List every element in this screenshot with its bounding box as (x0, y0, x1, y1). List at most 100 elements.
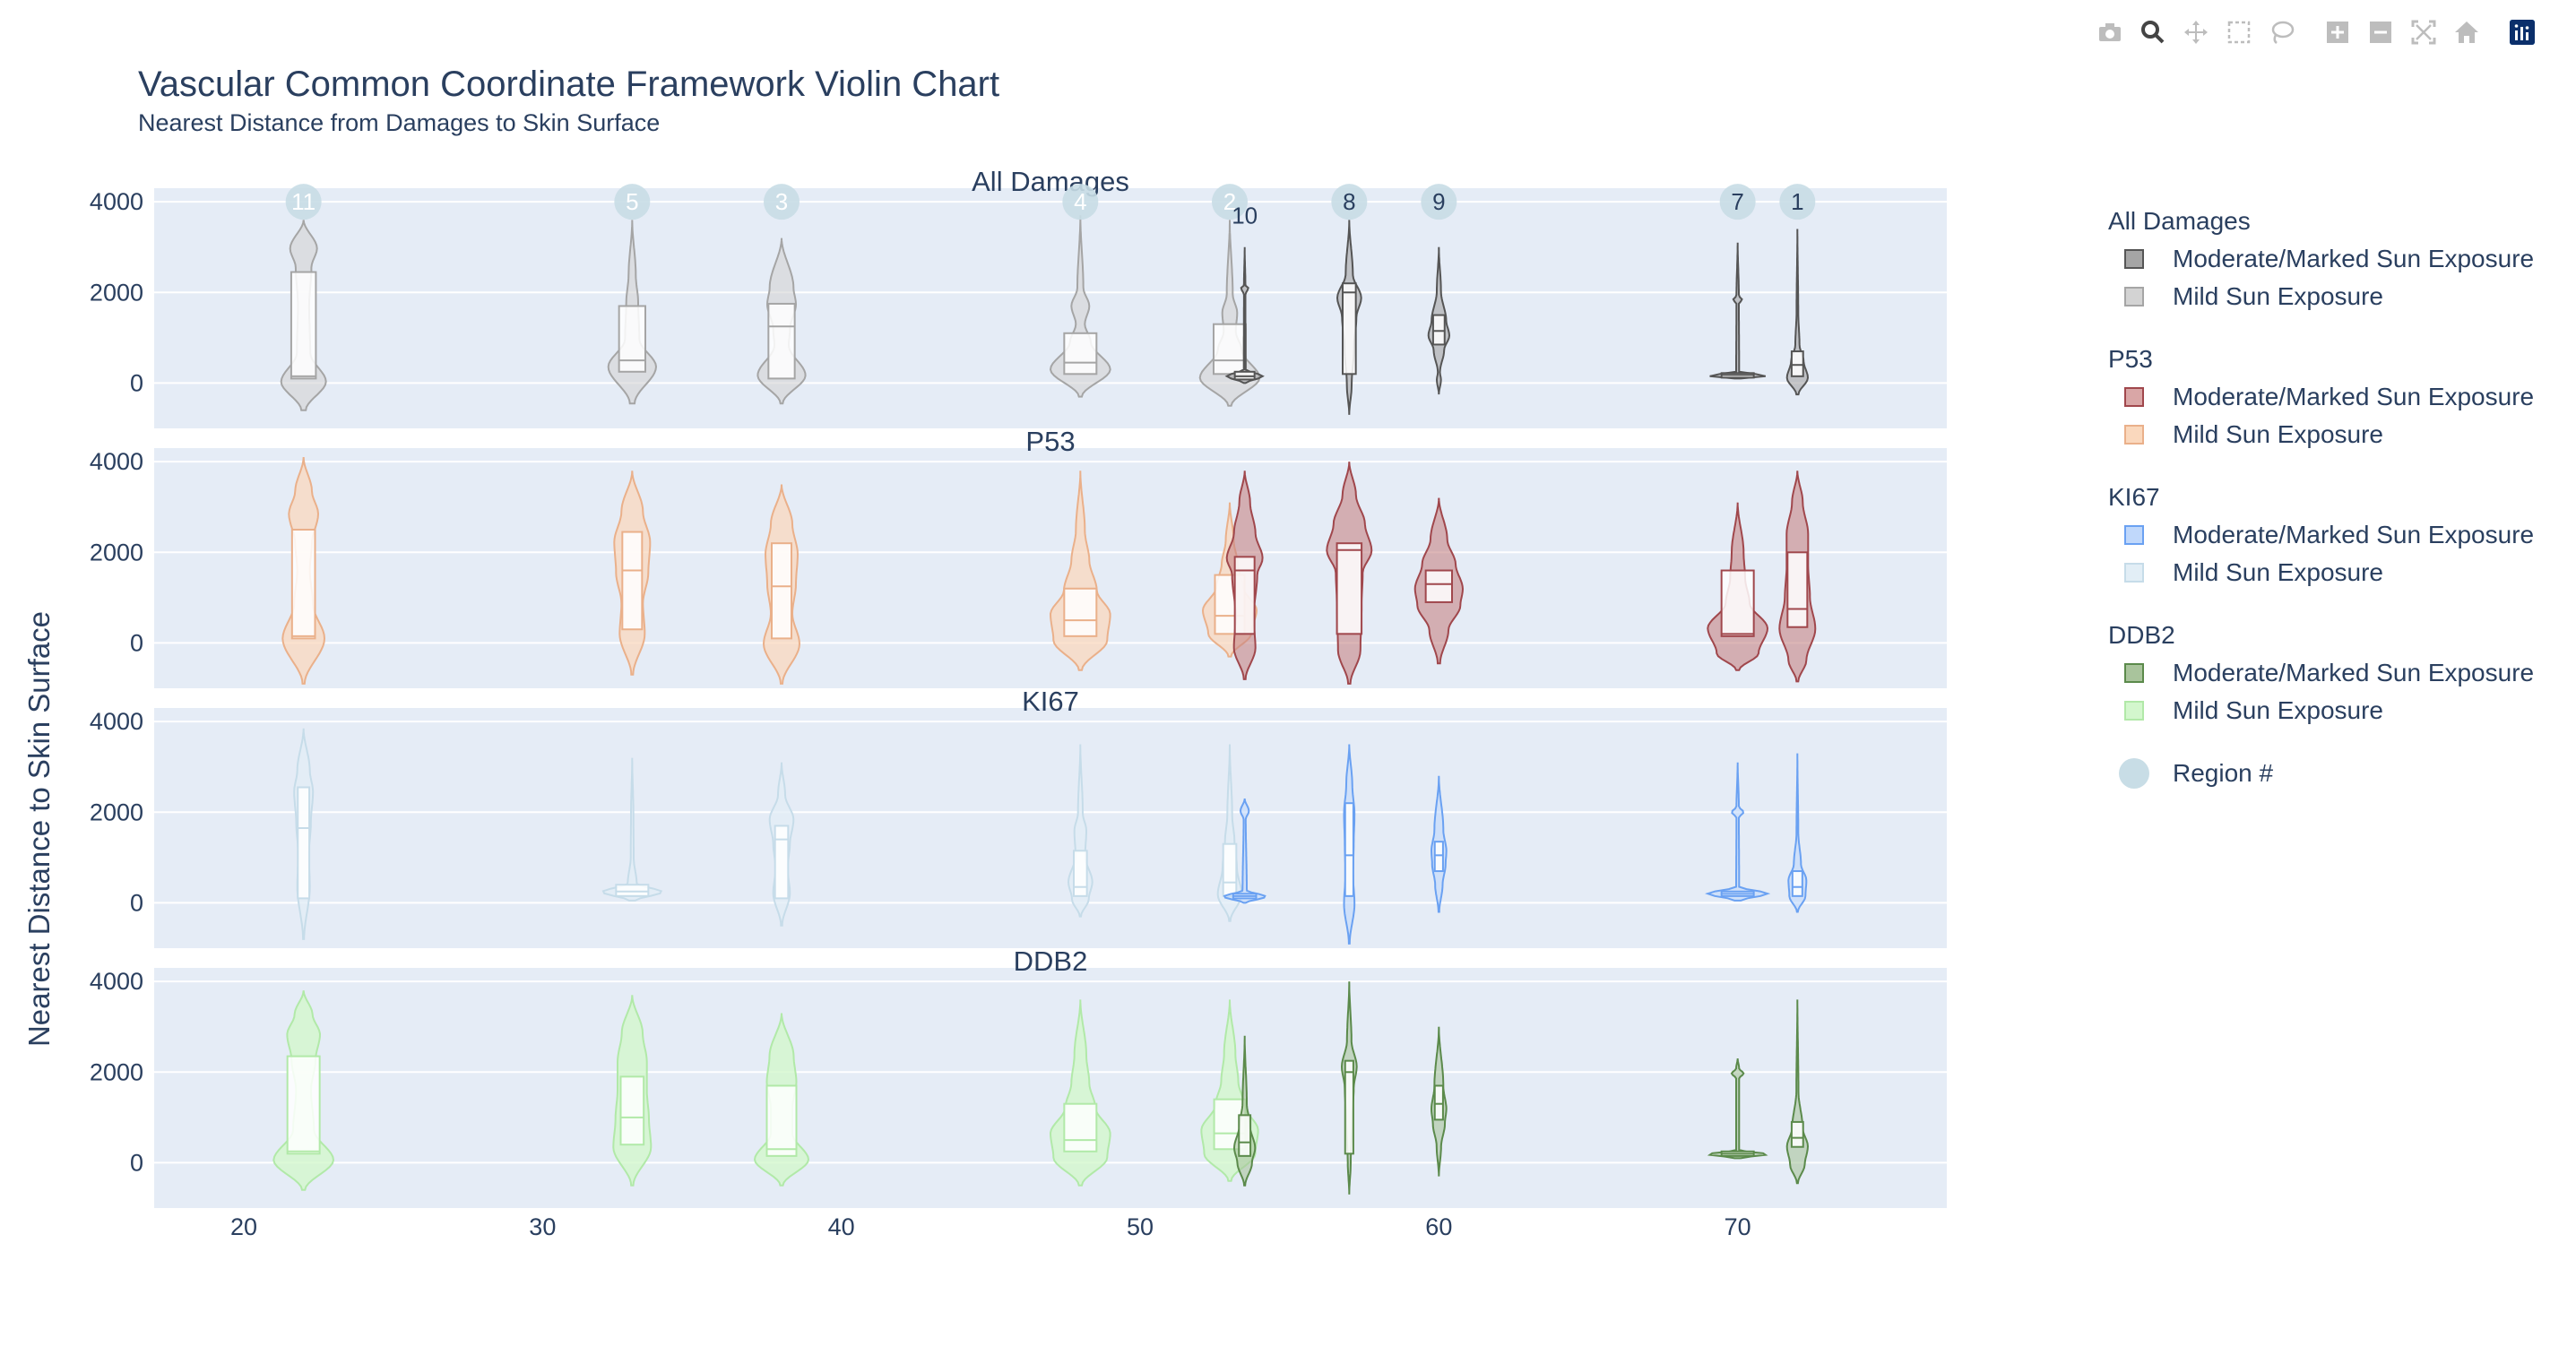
legend-swatch (2124, 287, 2144, 306)
panel-title: P53 (1025, 426, 1075, 457)
violin-box (1433, 841, 1444, 873)
violin-marked-x72 (1785, 229, 1810, 396)
violin-body (601, 757, 663, 902)
x-tick-label: 40 (828, 1213, 855, 1240)
violin-mild-x22 (280, 220, 327, 411)
panel-all-damages: 0 2000 4000 All Damages (90, 166, 1947, 428)
violin-box (771, 542, 792, 640)
legend-group-title: KI67 (2108, 483, 2160, 511)
violin-marked-x60 (1413, 497, 1465, 665)
y-tick-label: 0 (130, 369, 143, 396)
violin-marked-x57 (1343, 744, 1356, 945)
violin-marked-x60 (1430, 1026, 1448, 1177)
legend-group-all-damages: All Damages Moderate/Marked Sun Exposure… (2108, 203, 2534, 315)
y-tick-label: 2000 (90, 799, 143, 825)
violin-marked-x70 (1705, 762, 1771, 902)
y-tick-label: 2000 (90, 279, 143, 306)
region-marker (1062, 184, 1099, 220)
violin-box (1336, 542, 1363, 635)
autoscale-button[interactable] (2402, 16, 2445, 48)
y-tick-label: 0 (130, 889, 143, 916)
violin-box (1433, 1084, 1444, 1121)
plotly-logo-icon (2510, 20, 2535, 45)
reset-axes-button[interactable] (2445, 16, 2488, 48)
y-tick-label: 2000 (90, 1058, 143, 1085)
violin-box (1344, 802, 1354, 897)
violin-box (1238, 1114, 1252, 1157)
violin-mild-x33 (601, 757, 663, 902)
violin-mild-x33 (613, 470, 652, 676)
violin-marked-x57 (1336, 220, 1362, 415)
violin-box (1213, 323, 1247, 376)
violin-mild-x48 (1049, 215, 1111, 398)
y-tick-label: 4000 (90, 188, 143, 215)
legend-swatch (2124, 425, 2144, 445)
legend-item-all-mild[interactable]: Mild Sun Exposure (2108, 278, 2534, 315)
violin-box (1790, 1120, 1804, 1148)
violin-marked-x72 (1778, 470, 1817, 683)
legend-item-ki67-mild[interactable]: Mild Sun Exposure (2108, 554, 2534, 591)
legend-item-all-marked[interactable]: Moderate/Marked Sun Exposure (2108, 240, 2534, 278)
x-axis: 20 30 40 50 60 70 (230, 1213, 1751, 1240)
legend-item-ddb2-marked[interactable]: Moderate/Marked Sun Exposure (2108, 654, 2534, 692)
violin-mild-x22 (272, 990, 335, 1191)
legend-group-ki67: KI67 Moderate/Marked Sun Exposure Mild S… (2108, 479, 2534, 591)
y-tick-label: 4000 (90, 968, 143, 995)
lasso-select-button[interactable] (2260, 16, 2304, 48)
region-marker (1331, 184, 1368, 220)
legend-item-p53-marked[interactable]: Moderate/Marked Sun Exposure (2108, 378, 2534, 416)
region-label: 1 (1791, 188, 1803, 215)
panel-title: DDB2 (1014, 945, 1088, 977)
zoom-button[interactable] (2131, 16, 2174, 48)
legend-item-ki67-marked[interactable]: Moderate/Marked Sun Exposure (2108, 516, 2534, 554)
panel-ddb2: 0 2000 4000 DDB2 (90, 945, 1947, 1208)
violin-box (1431, 314, 1446, 346)
legend-group-title: DDB2 (2108, 621, 2175, 649)
violin-box (615, 884, 650, 897)
violin-box (1786, 551, 1809, 628)
y-tick-label: 0 (130, 1149, 143, 1176)
violin-mild-x48 (1067, 744, 1094, 918)
violin-body (1707, 1058, 1768, 1160)
zoom-out-button[interactable] (2359, 16, 2402, 48)
plot-background (154, 448, 1947, 688)
plot-background (154, 708, 1947, 948)
violin-box (286, 1055, 321, 1155)
violin-body (1785, 229, 1810, 396)
violin-marked-x57 (1340, 981, 1358, 1195)
violin-marked-x70 (1709, 242, 1767, 380)
region-label: 2 (1223, 188, 1236, 215)
y-tick-label: 0 (130, 629, 143, 656)
zoom-in-button[interactable] (2316, 16, 2359, 48)
legend-swatch (2124, 663, 2144, 683)
legend-item-p53-mild[interactable]: Mild Sun Exposure (2108, 416, 2534, 453)
y-tick-label: 4000 (90, 448, 143, 475)
legend-item-label: Moderate/Marked Sun Exposure (2173, 659, 2535, 686)
violin-box (1344, 1059, 1354, 1155)
legend-group-ddb2: DDB2 Moderate/Marked Sun Exposure Mild S… (2108, 617, 2534, 729)
box-select-button[interactable] (2217, 16, 2260, 48)
pan-button[interactable] (2174, 16, 2217, 48)
violin-mild-x33 (607, 220, 658, 405)
legend-item-label: Region # (2173, 759, 2274, 787)
region-marker (1779, 184, 1816, 220)
violin-marked-x72 (1787, 753, 1808, 913)
violin-body (1224, 246, 1265, 384)
legend-item-label: Moderate/Marked Sun Exposure (2173, 521, 2535, 548)
panel-title: KI67 (1022, 686, 1079, 717)
region-marker (1212, 184, 1248, 220)
legend-group-title: P53 (2108, 345, 2153, 373)
y-tick-label: 4000 (90, 708, 143, 735)
region-marker (1421, 184, 1457, 220)
legend-item-ddb2-mild[interactable]: Mild Sun Exposure (2108, 692, 2534, 729)
camera-button[interactable] (2088, 16, 2131, 48)
violin-marked-x70 (1707, 1058, 1768, 1160)
camera-icon (2099, 23, 2121, 41)
legend-group-p53: P53 Moderate/Marked Sun Exposure Mild Su… (2108, 341, 2534, 453)
legend-item-region[interactable]: Region # (2108, 755, 2534, 792)
panel-ki67: 0 2000 4000 KI67 (90, 686, 1947, 948)
violin-marked-x53.5 (1223, 798, 1266, 904)
violin-box (1063, 587, 1098, 637)
plotly-logo-button[interactable] (2501, 16, 2544, 48)
